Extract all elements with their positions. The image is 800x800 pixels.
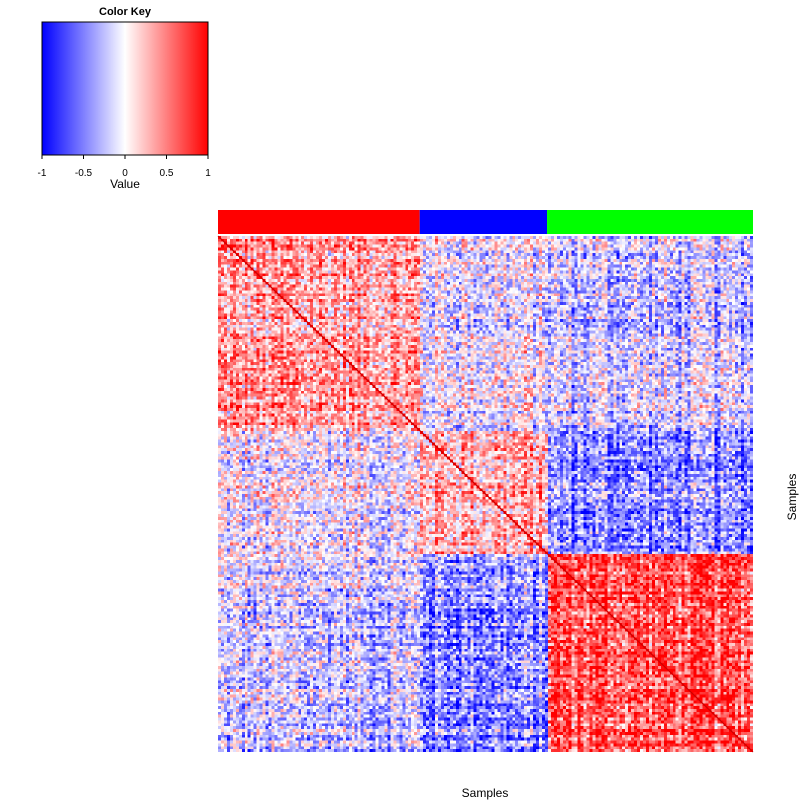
color-key-value-label: Value (110, 177, 140, 191)
color-key-tick-label: 1 (205, 168, 211, 179)
group-bar-group-green (547, 210, 753, 234)
y-axis-label: Samples (785, 474, 799, 521)
color-key-axis: -1 -0.5 0 0.5 1 (38, 154, 211, 179)
group-bar-group-blue (419, 210, 548, 234)
color-key-tick-label: -1 (38, 168, 47, 179)
group-color-bar (218, 210, 753, 234)
color-key-tick-label: -0.5 (75, 168, 93, 179)
group-bar-group-red (218, 210, 420, 234)
heatmap-body (217, 235, 754, 753)
color-key-gradient (41, 21, 209, 156)
x-axis-label: Samples (462, 786, 509, 800)
color-key-tick-label: 0.5 (160, 168, 174, 179)
color-key-tick-label: 0 (122, 168, 128, 179)
color-key: Color Key -1 -0.5 0 0.5 1 Value (38, 6, 212, 191)
color-key-title: Color Key (99, 6, 152, 18)
heatmap-diagonal (217, 235, 754, 753)
